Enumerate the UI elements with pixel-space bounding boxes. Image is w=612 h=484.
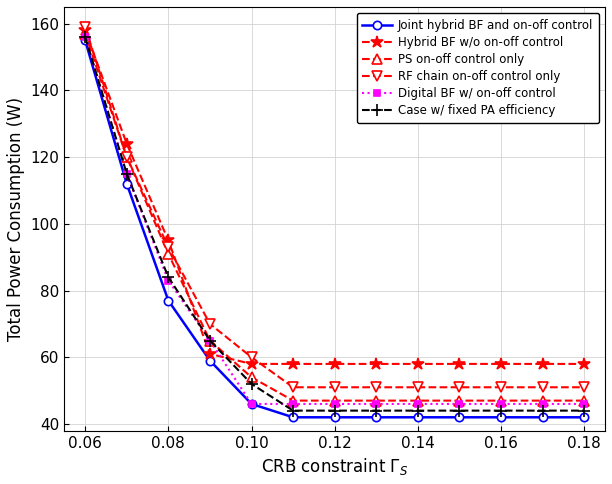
Hybrid BF w/o on-off control (498, 361, 505, 367)
RF chain on-off control only (498, 384, 505, 390)
PS on-off control only (81, 30, 89, 36)
Case w/ fixed PA efficiency (373, 408, 380, 413)
RF chain on-off control only (414, 384, 422, 390)
Joint hybrid BF and on-off control (373, 414, 380, 420)
Case w/ fixed PA efficiency (165, 274, 172, 280)
Hybrid BF w/o on-off control (123, 141, 130, 147)
Digital BF w/ on-off control (165, 278, 172, 284)
RF chain on-off control only (289, 384, 297, 390)
Joint hybrid BF and on-off control (81, 37, 89, 43)
RF chain on-off control only (248, 354, 255, 360)
RF chain on-off control only (165, 244, 172, 250)
Case w/ fixed PA efficiency (539, 408, 547, 413)
Case w/ fixed PA efficiency (331, 408, 338, 413)
Case w/ fixed PA efficiency (289, 408, 297, 413)
Digital BF w/ on-off control (498, 401, 505, 407)
PS on-off control only (123, 154, 130, 160)
Joint hybrid BF and on-off control (206, 358, 214, 363)
Line: PS on-off control only: PS on-off control only (80, 29, 589, 406)
PS on-off control only (289, 398, 297, 404)
Digital BF w/ on-off control (289, 401, 297, 407)
PS on-off control only (206, 338, 214, 344)
Case w/ fixed PA efficiency (581, 408, 588, 413)
PS on-off control only (414, 398, 422, 404)
Hybrid BF w/o on-off control (331, 361, 338, 367)
Line: RF chain on-off control only: RF chain on-off control only (80, 22, 589, 392)
PS on-off control only (248, 374, 255, 380)
Hybrid BF w/o on-off control (539, 361, 547, 367)
Digital BF w/ on-off control (581, 401, 588, 407)
Hybrid BF w/o on-off control (81, 28, 89, 33)
Hybrid BF w/o on-off control (165, 238, 172, 243)
Digital BF w/ on-off control (539, 401, 547, 407)
Digital BF w/ on-off control (373, 401, 380, 407)
Line: Case w/ fixed PA efficiency: Case w/ fixed PA efficiency (80, 31, 590, 416)
RF chain on-off control only (331, 384, 338, 390)
Joint hybrid BF and on-off control (165, 298, 172, 303)
Digital BF w/ on-off control (331, 401, 338, 407)
PS on-off control only (456, 398, 463, 404)
Case w/ fixed PA efficiency (498, 408, 505, 413)
RF chain on-off control only (581, 384, 588, 390)
Hybrid BF w/o on-off control (289, 361, 297, 367)
Hybrid BF w/o on-off control (456, 361, 463, 367)
Y-axis label: Total Power Consumption (W): Total Power Consumption (W) (7, 97, 25, 341)
PS on-off control only (165, 251, 172, 257)
RF chain on-off control only (206, 321, 214, 327)
Digital BF w/ on-off control (206, 338, 214, 344)
Case w/ fixed PA efficiency (456, 408, 463, 413)
RF chain on-off control only (539, 384, 547, 390)
Legend: Joint hybrid BF and on-off control, Hybrid BF w/o on-off control, PS on-off cont: Joint hybrid BF and on-off control, Hybr… (357, 13, 599, 123)
Digital BF w/ on-off control (456, 401, 463, 407)
Joint hybrid BF and on-off control (248, 401, 255, 407)
Joint hybrid BF and on-off control (498, 414, 505, 420)
PS on-off control only (498, 398, 505, 404)
Digital BF w/ on-off control (248, 401, 255, 407)
Joint hybrid BF and on-off control (581, 414, 588, 420)
Digital BF w/ on-off control (123, 171, 130, 177)
RF chain on-off control only (123, 154, 130, 160)
PS on-off control only (373, 398, 380, 404)
Joint hybrid BF and on-off control (414, 414, 422, 420)
Joint hybrid BF and on-off control (331, 414, 338, 420)
Digital BF w/ on-off control (81, 34, 89, 40)
X-axis label: CRB constraint $\Gamma_S$: CRB constraint $\Gamma_S$ (261, 456, 408, 477)
PS on-off control only (331, 398, 338, 404)
Joint hybrid BF and on-off control (123, 181, 130, 187)
Hybrid BF w/o on-off control (581, 361, 588, 367)
Hybrid BF w/o on-off control (248, 361, 255, 367)
RF chain on-off control only (81, 24, 89, 30)
Case w/ fixed PA efficiency (123, 171, 130, 177)
Hybrid BF w/o on-off control (373, 361, 380, 367)
Digital BF w/ on-off control (414, 401, 422, 407)
Hybrid BF w/o on-off control (414, 361, 422, 367)
Case w/ fixed PA efficiency (248, 381, 255, 387)
PS on-off control only (581, 398, 588, 404)
Case w/ fixed PA efficiency (81, 34, 89, 40)
RF chain on-off control only (456, 384, 463, 390)
Joint hybrid BF and on-off control (456, 414, 463, 420)
Joint hybrid BF and on-off control (289, 414, 297, 420)
Case w/ fixed PA efficiency (206, 338, 214, 344)
Joint hybrid BF and on-off control (539, 414, 547, 420)
RF chain on-off control only (373, 384, 380, 390)
Hybrid BF w/o on-off control (206, 351, 214, 357)
Line: Joint hybrid BF and on-off control: Joint hybrid BF and on-off control (81, 36, 588, 422)
Case w/ fixed PA efficiency (414, 408, 422, 413)
Line: Digital BF w/ on-off control: Digital BF w/ on-off control (81, 33, 588, 408)
Line: Hybrid BF w/o on-off control: Hybrid BF w/o on-off control (79, 24, 591, 370)
PS on-off control only (539, 398, 547, 404)
